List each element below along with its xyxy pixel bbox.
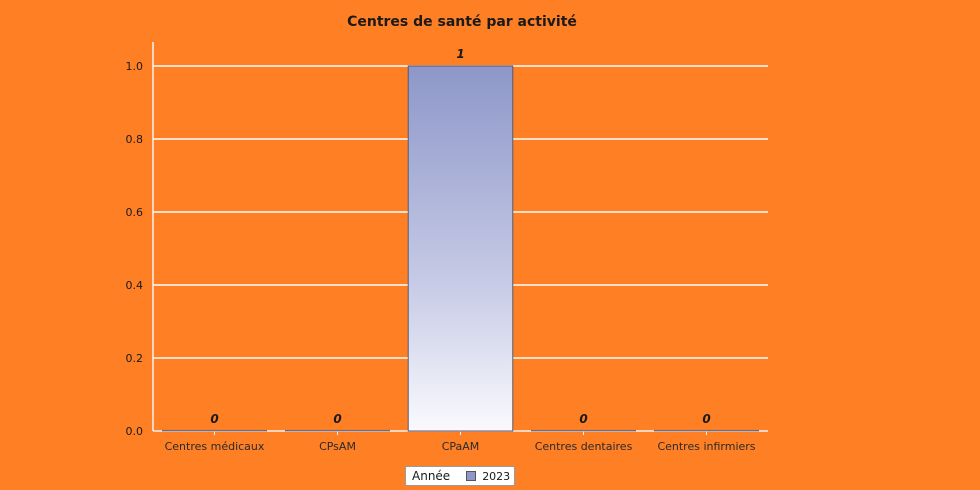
bars xyxy=(161,65,760,432)
bar xyxy=(407,65,514,432)
y-tick-label: 0.0 xyxy=(126,425,144,438)
bar xyxy=(653,429,760,432)
legend-swatch xyxy=(466,471,477,481)
x-tick-label: Centres médicaux xyxy=(165,440,265,453)
y-tick-label: 0.2 xyxy=(126,352,144,365)
data-label: 0 xyxy=(210,412,218,426)
bar xyxy=(530,429,637,432)
y-tick-label: 0.4 xyxy=(126,279,144,292)
legend-series-label: 2023 xyxy=(482,469,511,483)
y-tick-label: 0.8 xyxy=(126,133,144,146)
x-tick-label: Centres infirmiers xyxy=(657,440,755,453)
x-tick-label: CPsAM xyxy=(319,440,356,453)
bar xyxy=(161,429,268,432)
x-tick-label: Centres dentaires xyxy=(535,440,633,453)
data-label: 0 xyxy=(579,412,587,426)
data-label: 0 xyxy=(333,412,341,426)
chart-title: Centres de santé par activité xyxy=(347,14,577,30)
x-tick-label: CPaAM xyxy=(442,440,480,453)
legend: Année 2023 xyxy=(405,466,515,486)
bar xyxy=(284,429,391,432)
y-tick-label: 0.6 xyxy=(126,206,144,219)
y-tick-label: 1.0 xyxy=(126,60,144,73)
data-label: 0 xyxy=(702,412,710,426)
labels: 0.0 0.2 0.4 0.6 0.8 1.0 0 Centres médicaux 0 CPsA… xyxy=(126,47,756,453)
data-label: 1 xyxy=(456,47,464,61)
legend-title: Année xyxy=(412,469,451,483)
